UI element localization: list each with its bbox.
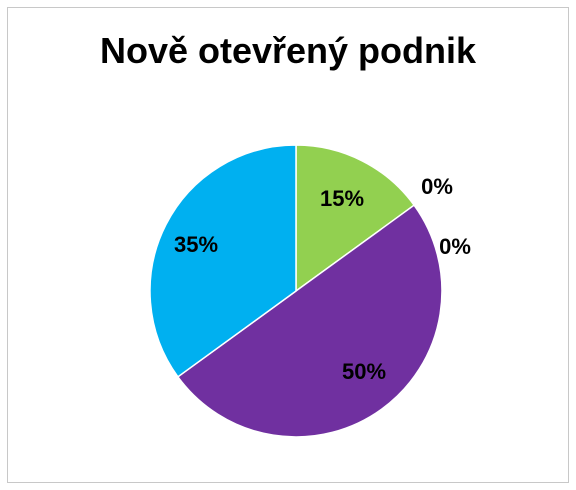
- data-label-4: 35%: [174, 232, 218, 257]
- pie-slice-0: [295, 144, 416, 293]
- data-label-3: 50%: [342, 359, 386, 384]
- pie-slice-3: [176, 204, 443, 438]
- data-label-0: 15%: [320, 186, 364, 211]
- data-label-2: 0%: [439, 234, 471, 259]
- data-label-1: 0%: [421, 174, 453, 199]
- pie-slice-4: [149, 144, 297, 378]
- chart-title: Nově otevřený podnik: [99, 30, 477, 71]
